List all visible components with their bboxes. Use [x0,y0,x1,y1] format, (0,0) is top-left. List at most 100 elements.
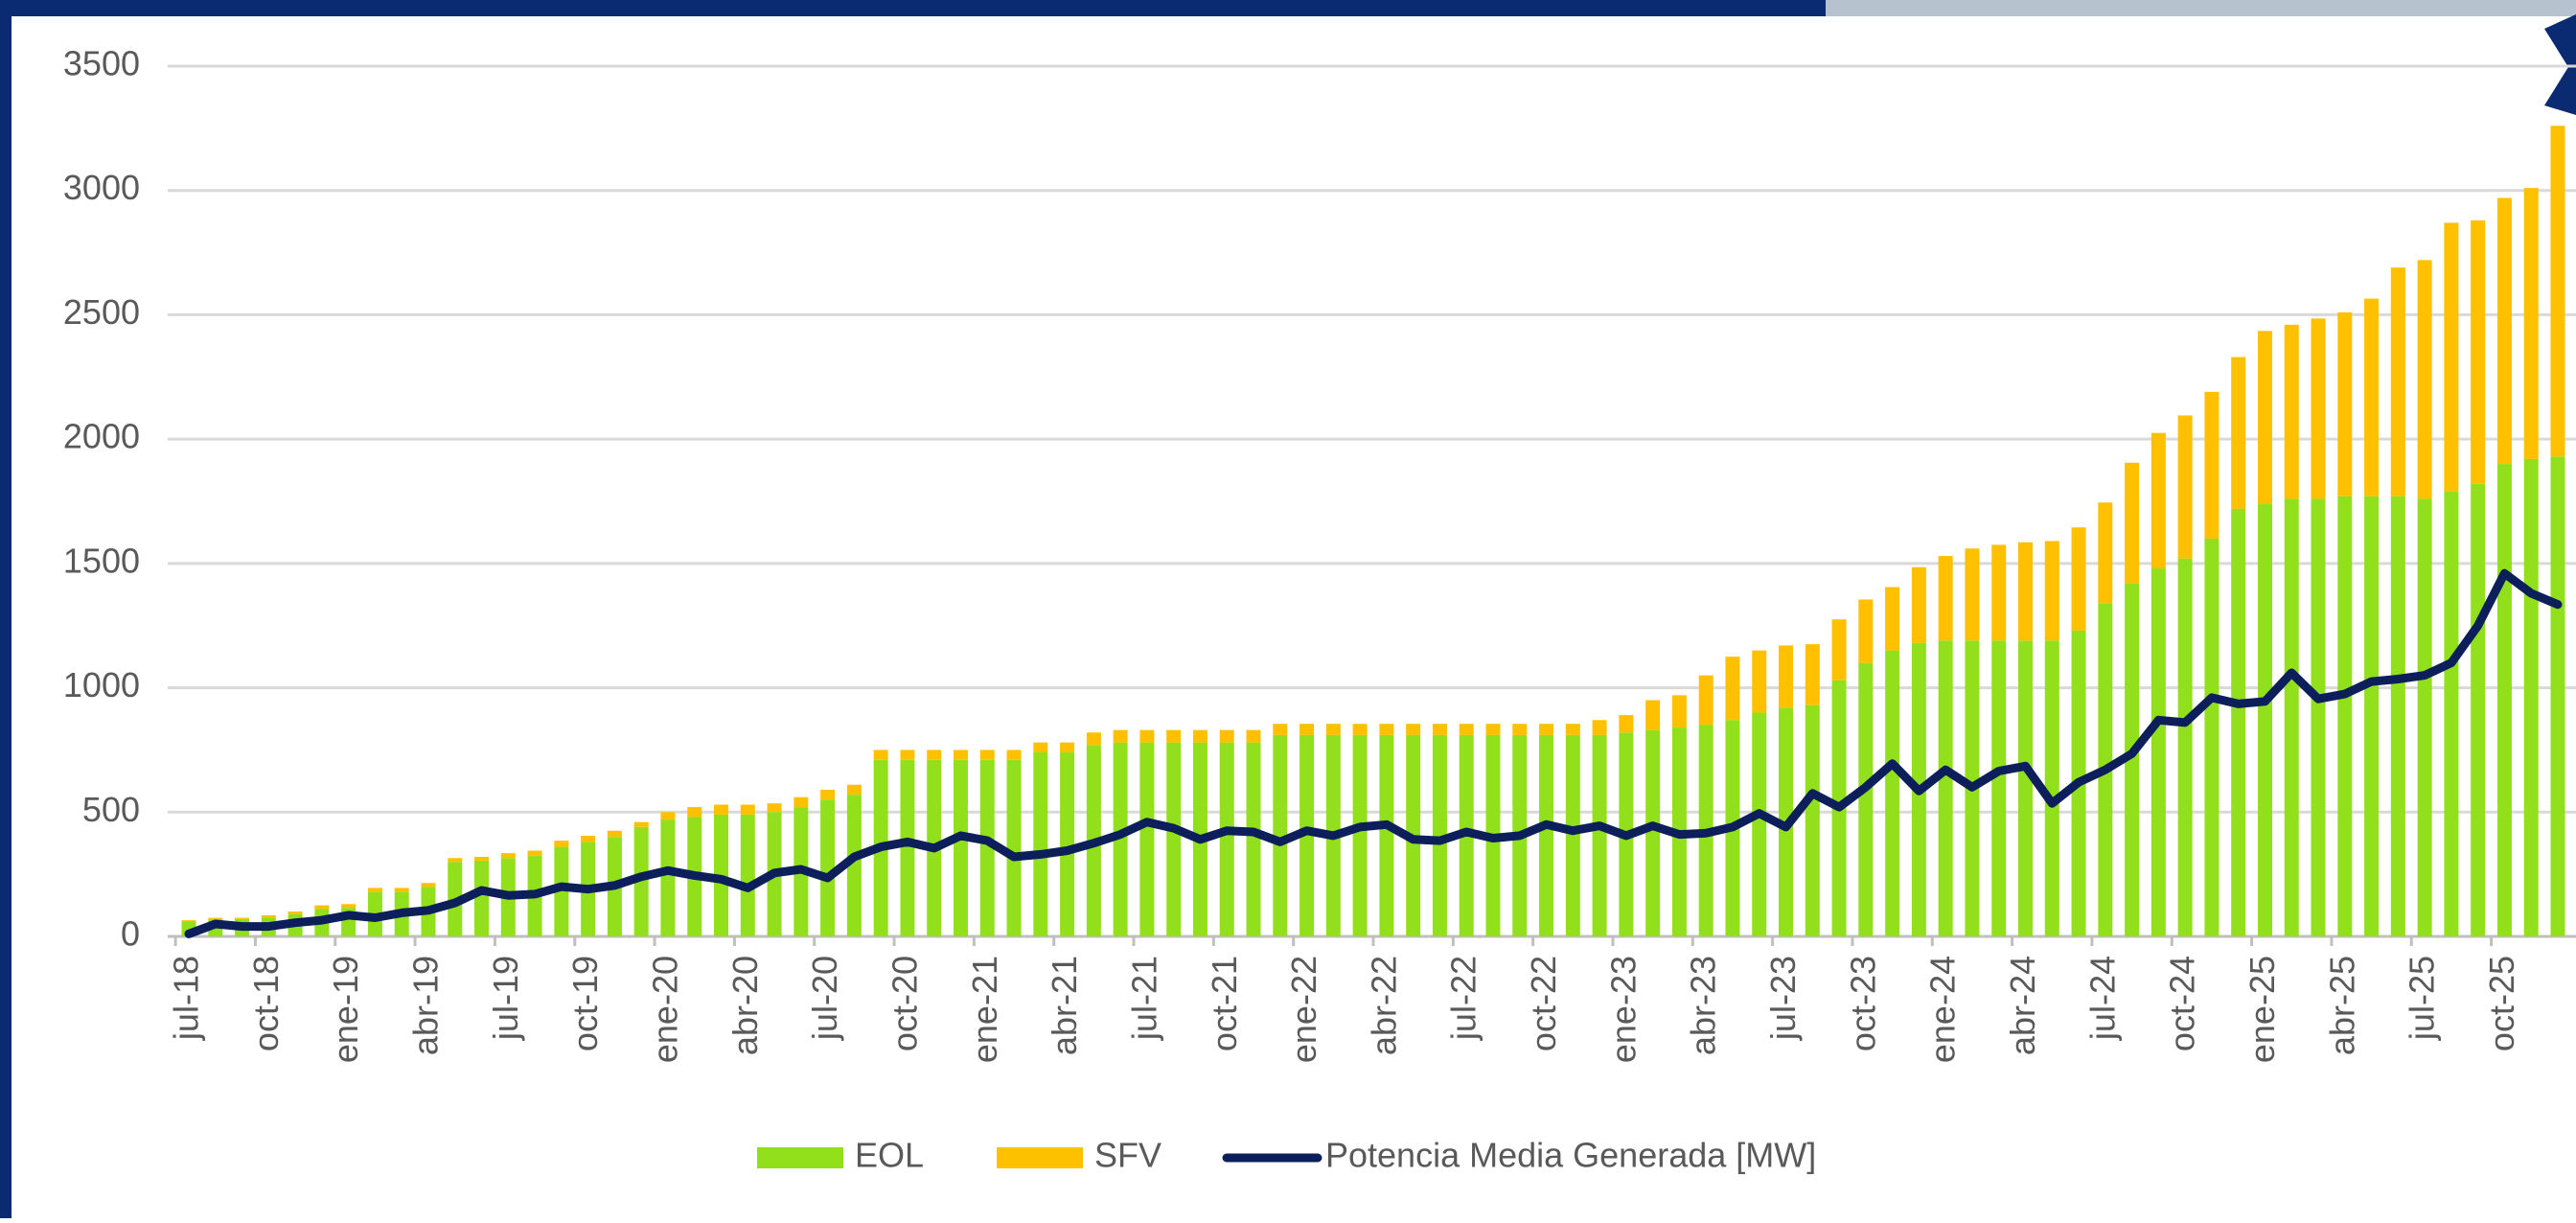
bar [2150,432,2166,569]
bar [2125,583,2140,936]
bar [607,830,622,838]
x-tick-label: abr-20 [725,956,765,1055]
bar [2337,496,2353,936]
bar [2311,498,2326,936]
bar [1432,724,1447,735]
x-tick-label: jul-22 [1444,956,1484,1041]
bar [1805,704,1820,936]
bar [1379,724,1394,735]
bar [1246,742,1261,936]
x-tick-label: jul-18 [167,956,206,1041]
bar [1006,750,1022,760]
bar [794,796,809,808]
x-tick-label: ene-20 [645,956,684,1063]
bar [1512,724,1528,735]
x-tick-label: abr-21 [1045,956,1084,1055]
x-tick-label: ene-23 [1603,956,1643,1063]
x-tick-label: oct-18 [246,956,286,1051]
bar [1645,729,1661,936]
bar [1033,742,1048,753]
x-tick-label: oct-19 [565,956,605,1051]
bar [1592,734,1607,936]
bar [288,911,303,914]
bar [740,814,755,936]
bar [2177,415,2193,559]
bar [2017,542,2033,641]
bar [927,750,942,760]
bar [1459,724,1474,735]
bar [2364,496,2380,936]
bar [235,917,250,919]
x-tick-label: oct-22 [1524,956,1563,1051]
bar [1539,724,1554,735]
bar [1938,556,1953,641]
bar [2550,456,2565,936]
x-tick-label: jul-21 [1124,956,1163,1041]
legend-label: Potencia Media Generada [MW] [1325,1136,1816,1175]
bar [2150,568,2166,936]
y-tick-label: 2500 [63,292,140,332]
bar [846,784,862,796]
bar [314,905,330,910]
bar [1325,724,1341,735]
bar [1219,742,1234,936]
bar [1033,752,1048,936]
bar [2444,491,2459,936]
bar [1166,729,1182,743]
bar [1885,587,1900,651]
bar [820,789,836,800]
bar [554,846,569,936]
bar [1991,544,2007,641]
bar [1938,640,1953,936]
x-tick-label: oct-25 [2482,956,2521,1051]
bar [1752,712,1767,936]
bar [2364,298,2380,496]
bar [1645,700,1661,730]
legend-label: EOL [855,1136,924,1175]
bar [1273,734,1288,936]
bar [1060,752,1075,936]
bar [208,917,223,919]
bar [979,750,995,760]
bar [1113,729,1128,743]
bar [1858,599,1874,663]
x-tick-label: abr-24 [2003,956,2042,1055]
y-tick-label: 3000 [63,168,140,207]
x-tick-label: ene-24 [1923,956,1963,1063]
bar [474,860,490,936]
bar [1352,724,1368,735]
bar [1779,645,1794,708]
bar [953,759,968,936]
bar [2523,188,2539,459]
bar [367,888,382,892]
bar [979,759,995,936]
photo-strip [1826,0,2576,19]
legend-swatch [997,1147,1083,1168]
bar [1752,650,1767,713]
bar [1671,695,1687,728]
bar [820,799,836,936]
bar [2311,318,2326,499]
x-tick-label: abr-25 [2322,956,2361,1055]
bar [2017,640,2033,936]
bar [2098,502,2113,604]
bar [1619,715,1634,733]
bar [2550,126,2565,457]
bar [2257,503,2272,936]
y-tick-label: 3500 [63,44,140,83]
bar [1991,640,2007,936]
legend-label: SFV [1094,1136,1162,1175]
bar [181,920,196,922]
bar [2125,462,2140,584]
bar [394,888,409,892]
bar [2284,324,2299,499]
bar [687,807,702,818]
bar [633,821,649,827]
bar [341,904,356,909]
bar [1166,742,1182,936]
x-tick-label: oct-21 [1205,956,1244,1051]
bar [900,759,915,936]
bar [900,750,915,760]
bar [2390,496,2405,936]
